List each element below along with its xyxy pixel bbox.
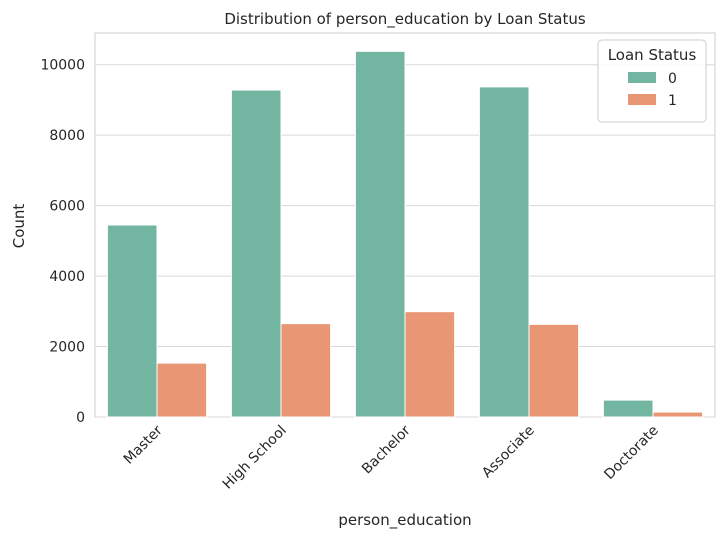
bar-associate-series-0 <box>478 86 530 418</box>
y-tick-label: 6000 <box>49 199 85 215</box>
bar-master-series-1 <box>156 362 208 418</box>
legend-swatch-0 <box>628 72 656 83</box>
legend-label-1: 1 <box>668 93 677 109</box>
chart-title: Distribution of person_education by Loan… <box>224 10 586 29</box>
y-tick-label: 0 <box>76 410 85 426</box>
bar-high-school-series-1 <box>280 323 332 418</box>
x-tick-label: Associate <box>479 423 538 482</box>
y-tick-label: 2000 <box>49 340 85 356</box>
bar-doctorate-series-1 <box>652 411 704 418</box>
legend-swatch-1 <box>628 94 656 105</box>
legend-label-0: 0 <box>668 71 677 87</box>
x-tick-label: Bachelor <box>359 422 414 477</box>
y-axis-label: Count <box>10 204 28 249</box>
legend: Loan Status 0 1 <box>597 39 707 123</box>
y-tick-label: 4000 <box>49 269 85 285</box>
bar-bachelor-series-1 <box>404 311 456 418</box>
x-tick-labels: Master High School Bachelor Associate Doctor… <box>121 422 662 492</box>
x-tick-label: High School <box>220 423 290 493</box>
y-tick-labels: 0 2000 4000 6000 8000 10000 <box>40 58 85 426</box>
bar-bachelor-series-0 <box>354 50 406 418</box>
y-tick-label: 8000 <box>49 128 85 144</box>
bar-associate-series-1 <box>528 323 580 418</box>
x-tick-label: Doctorate <box>601 423 661 483</box>
x-axis-label: person_education <box>338 511 471 530</box>
bars <box>106 50 704 418</box>
y-tick-label: 10000 <box>40 58 85 74</box>
bar-doctorate-series-0 <box>602 399 654 418</box>
legend-title: Loan Status <box>608 46 697 64</box>
x-tick-label: Master <box>121 422 166 467</box>
bar-high-school-series-0 <box>230 89 282 418</box>
bar-master-series-0 <box>106 224 158 418</box>
